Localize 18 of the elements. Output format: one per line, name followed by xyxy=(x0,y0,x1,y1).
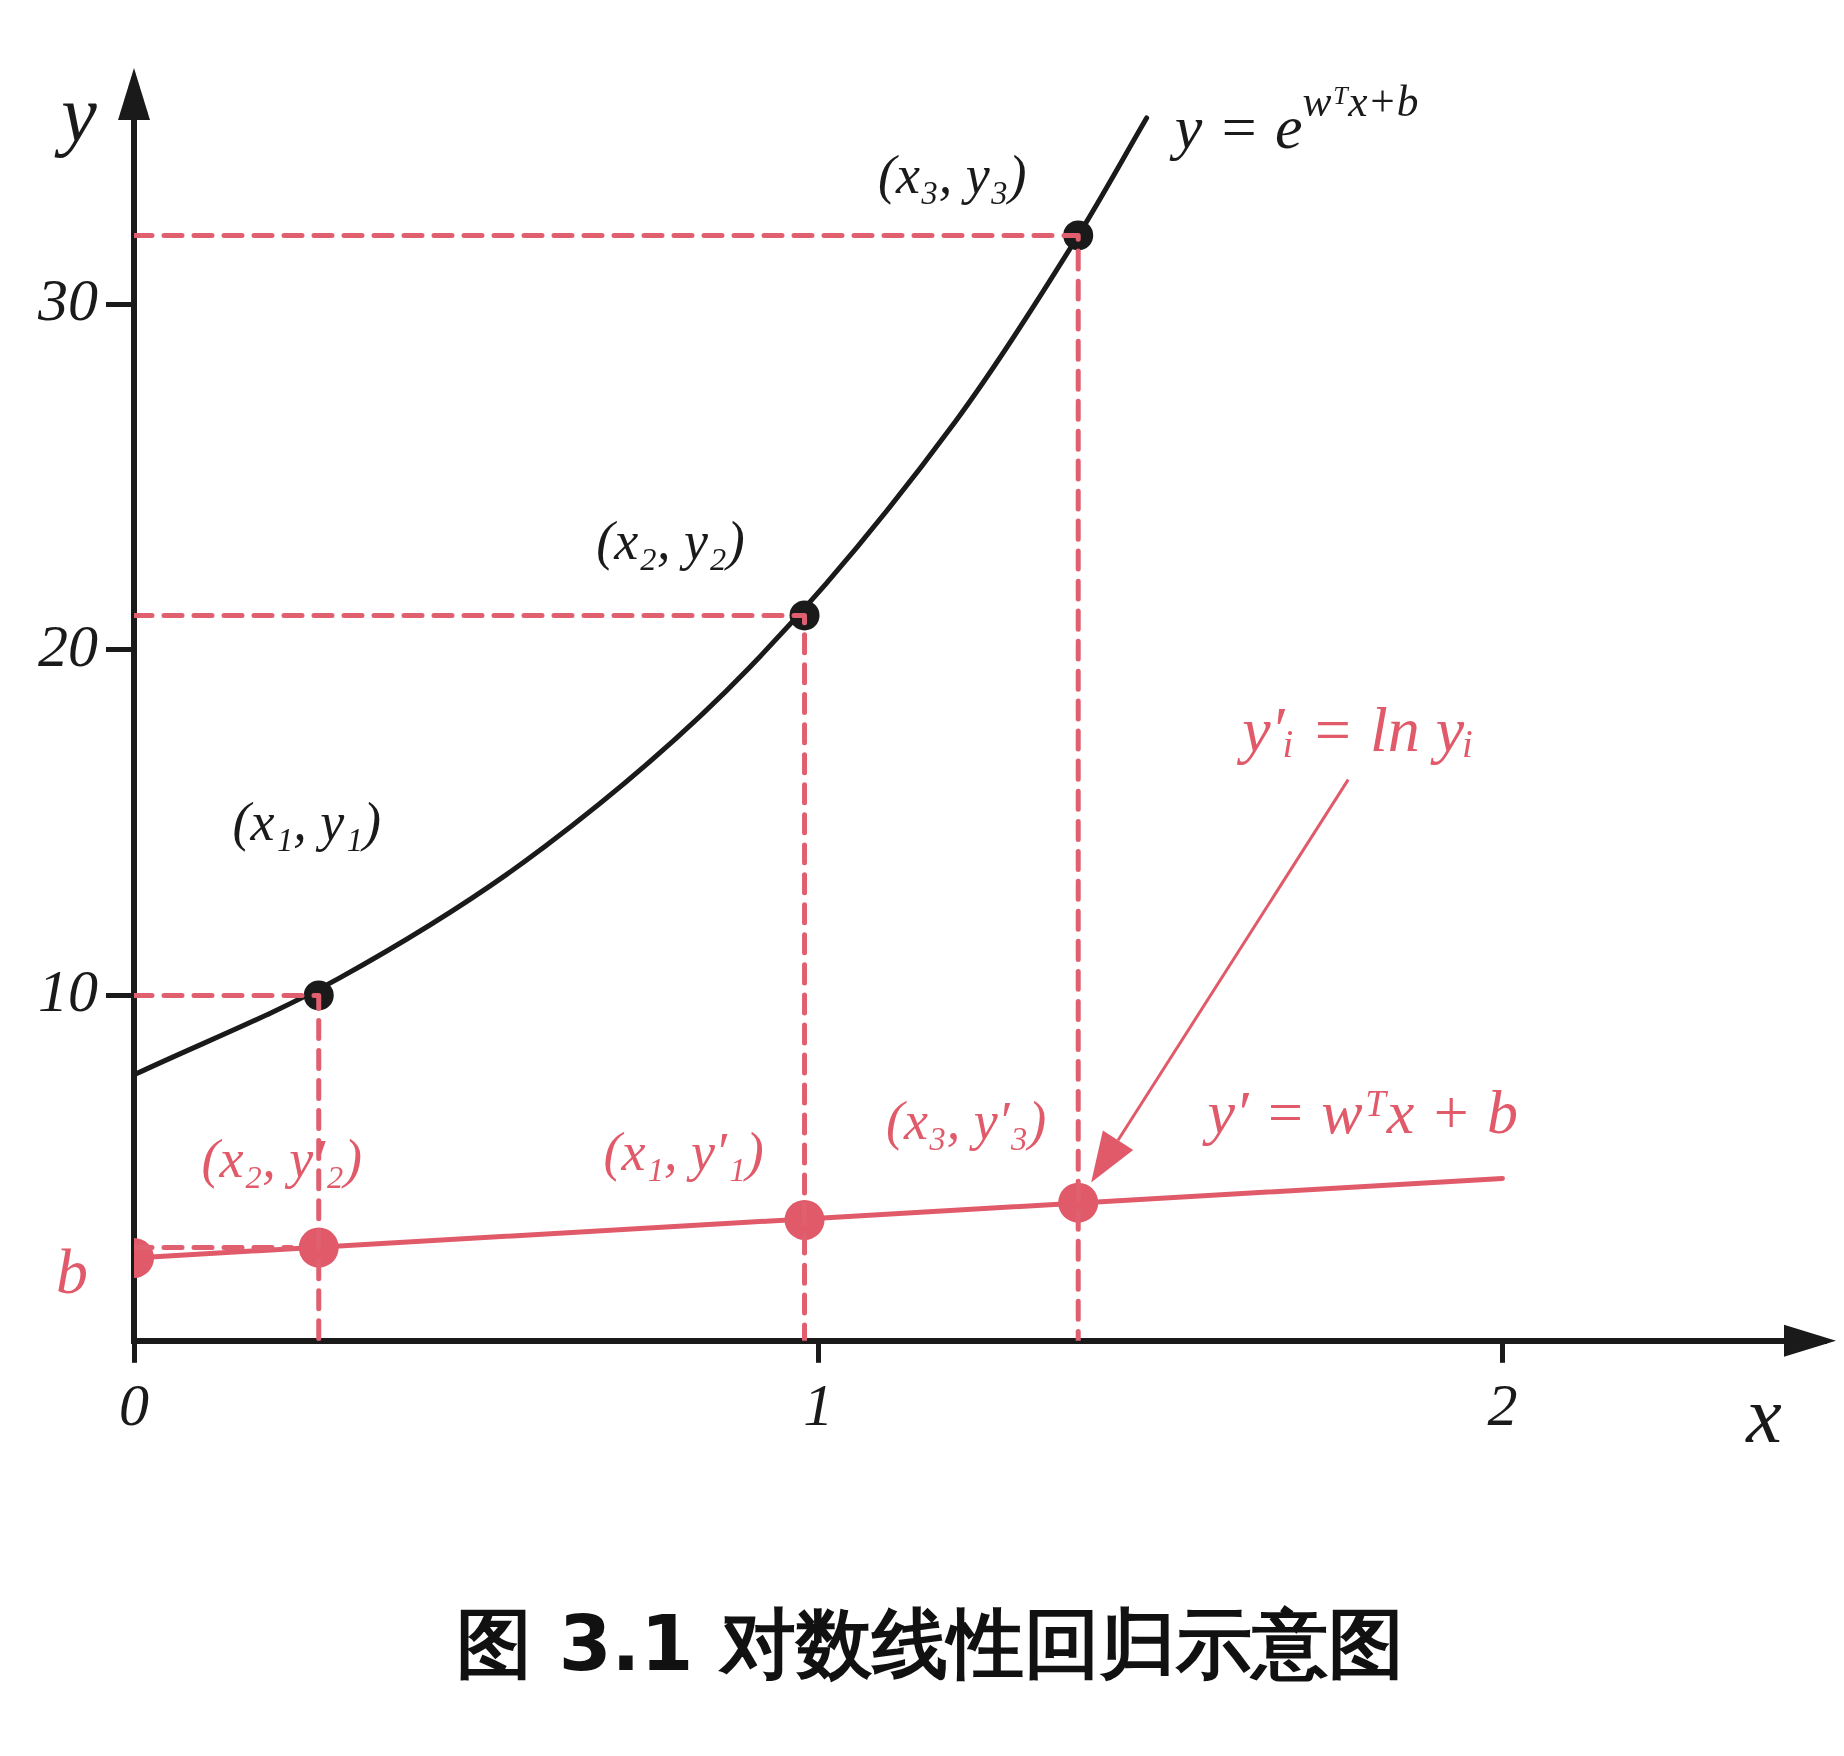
series-label: y′ = wᵀx + b xyxy=(1201,1077,1518,1146)
y-tick-label: 10 xyxy=(38,958,98,1025)
annotation: b xyxy=(56,1235,88,1307)
annotation: (x₂, y′₂) xyxy=(201,1128,362,1189)
y-axis-title: y xyxy=(54,70,98,159)
annotation: (x₁, y′₁) xyxy=(603,1122,764,1183)
annotation: (x₁, y₁) xyxy=(232,791,381,852)
x-axis-title: x xyxy=(1745,1370,1782,1459)
y-tick-label: 30 xyxy=(37,267,98,334)
y-tick-label: 20 xyxy=(38,612,98,679)
x-tick-label: 0 xyxy=(119,1371,149,1438)
text: 图 3.1 对数线性回归示意图 xyxy=(456,1599,1404,1689)
annotation: (x₃, y₃) xyxy=(877,144,1027,205)
x-tick-label: 1 xyxy=(803,1371,834,1438)
annotation: y′ᵢ = ln yᵢ xyxy=(1236,694,1475,766)
annotation: (x₂, y₂) xyxy=(596,510,745,571)
x-tick-label: 2 xyxy=(1487,1371,1518,1438)
annotation: (x₃, y′₃) xyxy=(886,1090,1047,1151)
